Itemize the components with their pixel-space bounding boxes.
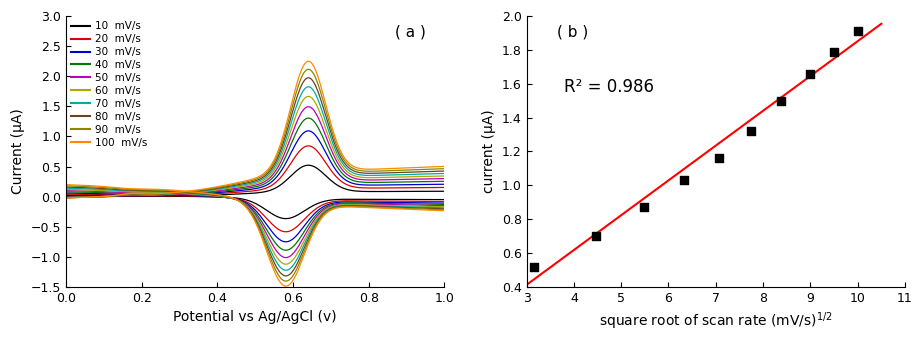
Point [826,49,841,55]
Point [773,98,788,104]
Point [589,233,603,239]
Point [744,128,759,134]
Legend: 10  mV/s, 20  mV/s, 30  mV/s, 40  mV/s, 50  mV/s, 60  mV/s, 70  mV/s, 80  mV/s, : 10 mV/s, 20 mV/s, 30 mV/s, 40 mV/s, 50 m… [69,19,150,150]
Point [711,155,726,161]
Text: R² = 0.986: R² = 0.986 [565,79,654,96]
Text: ( a ): ( a ) [395,24,426,39]
Text: ( b ): ( b ) [557,24,588,39]
Point [803,71,818,76]
X-axis label: square root of scan rate (mV/s)$^{1/2}$: square root of scan rate (mV/s)$^{1/2}$ [599,310,833,332]
Point [850,28,865,34]
Y-axis label: current (μA): current (μA) [482,110,496,193]
Point [676,178,691,183]
X-axis label: Potential vs Ag/AgCl (v): Potential vs Ag/AgCl (v) [174,310,337,324]
Y-axis label: Current (μA): Current (μA) [11,109,25,194]
Point [637,204,651,210]
Point [527,264,541,269]
